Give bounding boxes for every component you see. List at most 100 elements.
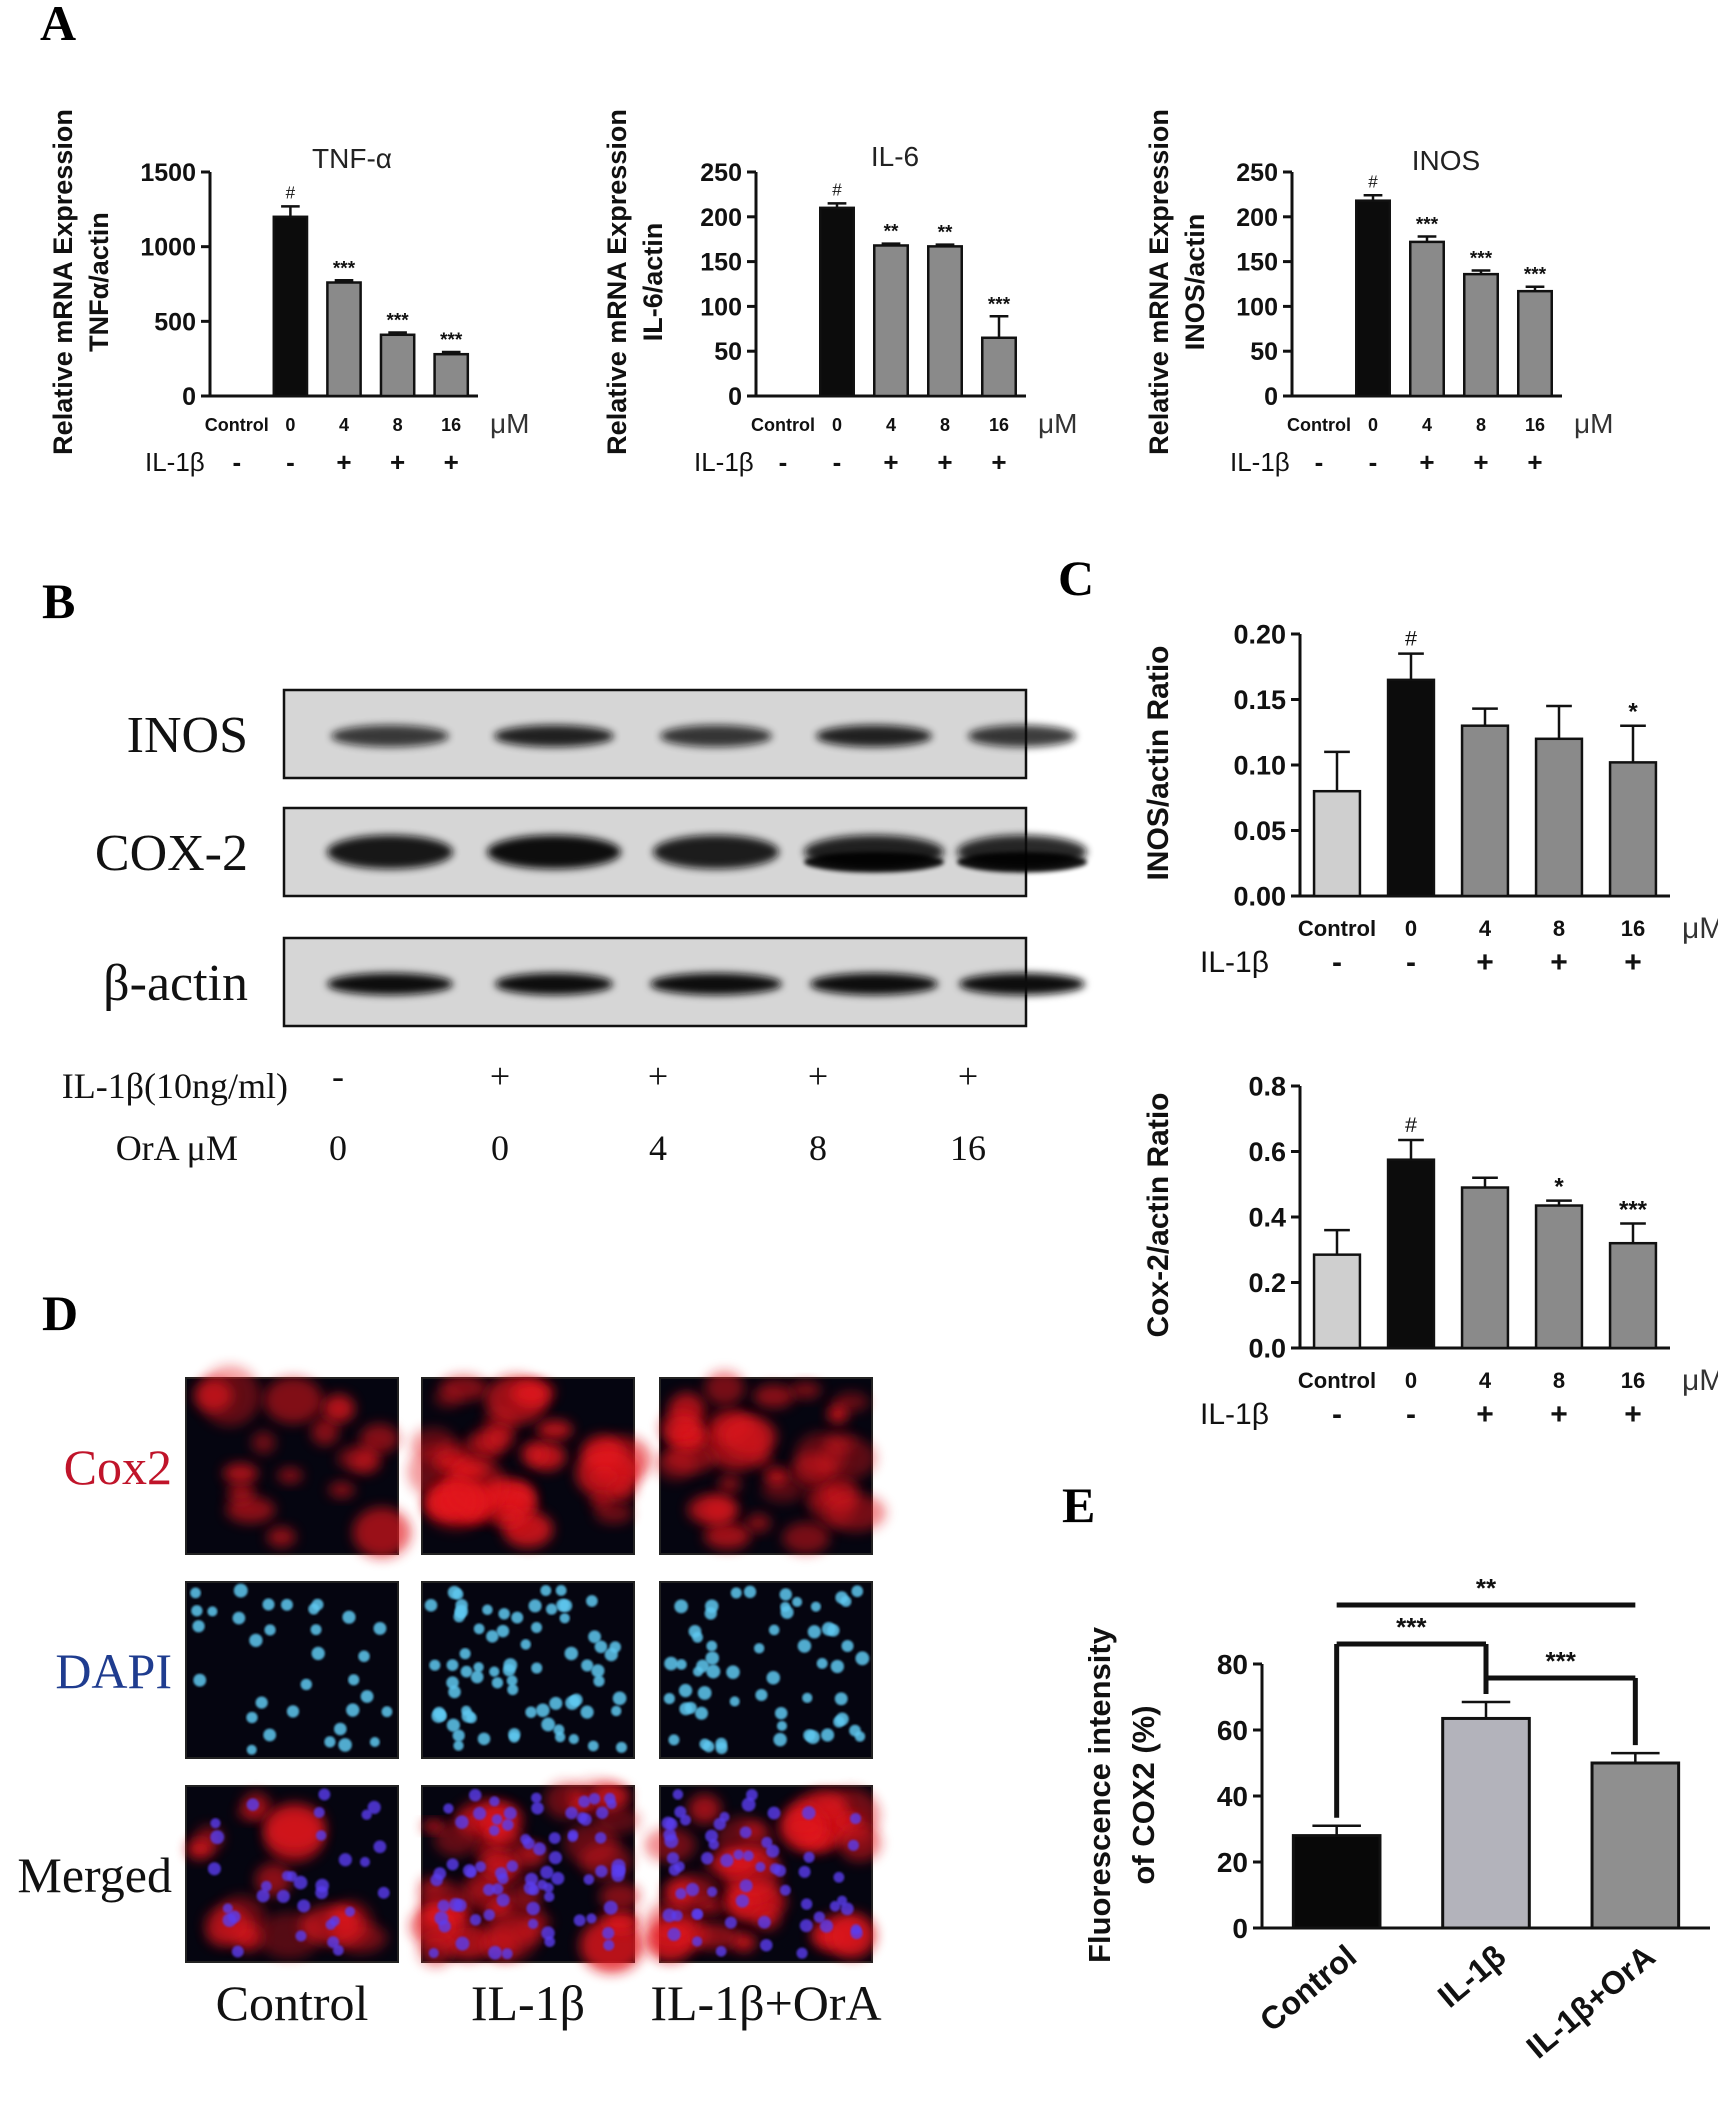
if-nucleus xyxy=(333,1722,347,1736)
blot-band xyxy=(810,973,938,995)
if-cell-signal xyxy=(437,1440,468,1462)
if-row-label: Merged xyxy=(17,1847,172,1903)
if-cell-signal xyxy=(311,1418,339,1446)
if-nucleus xyxy=(773,1732,787,1747)
y-axis-label: TNFα/actin xyxy=(84,212,114,352)
panel-label-b: B xyxy=(42,573,75,629)
bar xyxy=(1517,289,1553,398)
if-nucleus xyxy=(692,1936,703,1947)
if-nucleus xyxy=(446,1718,461,1732)
if-nucleus xyxy=(297,1899,311,1913)
bar xyxy=(1590,1761,1681,1930)
if-nucleus xyxy=(332,1944,344,1956)
if-nucleus xyxy=(855,1651,870,1666)
if-nucleus xyxy=(531,1622,543,1634)
if-nucleus xyxy=(850,1924,862,1935)
if-nucleus xyxy=(685,1882,700,1897)
x-tick-label: Control xyxy=(751,415,815,435)
treatment-sign: - xyxy=(1406,1398,1416,1431)
if-nucleus xyxy=(232,1611,246,1625)
if-nucleus xyxy=(675,1888,687,1900)
if-nucleus xyxy=(769,1863,781,1874)
if-cell-signal xyxy=(704,1522,751,1550)
if-nucleus xyxy=(453,1740,464,1751)
if-cell-signal xyxy=(434,1822,478,1857)
if-nucleus xyxy=(531,1801,544,1815)
bar xyxy=(1460,1186,1510,1350)
y-tick-label: 250 xyxy=(1236,159,1278,187)
if-nucleus xyxy=(348,1674,360,1686)
x-tick-label: 8 xyxy=(393,415,403,435)
if-nucleus xyxy=(462,1864,477,1878)
if-nucleus xyxy=(668,1734,680,1746)
if-nucleus xyxy=(603,1900,618,1915)
bar xyxy=(1608,761,1658,898)
if-nucleus xyxy=(256,1889,270,1903)
significance-mark: *** xyxy=(387,311,410,332)
blot-row-label: INOS xyxy=(127,707,248,764)
bar xyxy=(379,333,416,398)
if-cell-signal xyxy=(536,1420,573,1440)
if-nucleus xyxy=(553,1724,565,1736)
if-nucleus xyxy=(469,1914,482,1926)
if-nucleus xyxy=(755,1861,766,1872)
if-nucleus xyxy=(565,1806,578,1820)
if-nucleus xyxy=(810,1601,821,1612)
bar xyxy=(326,281,362,398)
chart-tnf-alpha: 0 500 1000 1500 Control #0 *** 4 *** 8 *** 16 μM IL-1… xyxy=(48,109,529,477)
if-cell-signal xyxy=(337,1445,377,1471)
if-nucleus xyxy=(520,1639,531,1650)
x-tick-label: 4 xyxy=(339,415,349,435)
x-tick-label: 4 xyxy=(886,415,896,435)
y-tick-label: 60 xyxy=(1217,1715,1248,1746)
chart-title: INOS xyxy=(1412,145,1480,176)
if-nucleus xyxy=(361,1809,372,1820)
bar xyxy=(1355,199,1391,398)
if-nucleus xyxy=(338,1853,352,1867)
if-nucleus xyxy=(537,1879,548,1890)
if-nucleus xyxy=(559,1613,570,1624)
if-nucleus xyxy=(580,1705,594,1719)
treatment-label: IL-1β xyxy=(145,447,205,477)
if-nucleus xyxy=(541,1717,556,1732)
if-nucleus xyxy=(678,1683,693,1698)
if-nucleus xyxy=(767,1806,781,1820)
if-nucleus xyxy=(820,1728,835,1742)
if-cell-signal xyxy=(267,1527,296,1548)
if-nucleus xyxy=(342,1610,356,1624)
if-nucleus xyxy=(715,1742,728,1755)
if-cell-signal xyxy=(251,1431,276,1454)
if-nucleus xyxy=(697,1686,712,1700)
treatment-sign: + xyxy=(444,447,459,477)
if-nucleus xyxy=(460,1665,473,1678)
if-nucleus xyxy=(766,1670,781,1685)
if-nucleus xyxy=(311,1646,325,1661)
if-nucleus xyxy=(276,1889,290,1903)
if-cell-signal xyxy=(512,1382,550,1405)
blot-ora-value: 4 xyxy=(649,1128,667,1168)
if-cell-signal xyxy=(226,1496,276,1524)
if-nucleus xyxy=(324,1736,336,1748)
if-nucleus xyxy=(760,1938,773,1952)
if-cell-signal xyxy=(812,1790,847,1816)
if-nucleus xyxy=(757,1915,771,1929)
x-tick-label: 8 xyxy=(1553,916,1565,941)
if-nucleus xyxy=(246,1744,257,1755)
if-nucleus xyxy=(522,1837,535,1850)
if-nucleus xyxy=(459,1648,471,1660)
if-nucleus xyxy=(452,1729,465,1742)
unit-label: μM xyxy=(1038,408,1077,439)
y-axis-label: Relative mRNA Expression xyxy=(48,109,78,455)
if-nucleus xyxy=(615,1741,628,1753)
chart-il-6: 0 50 100 150 200 250 Control #0 ** 4 ** 8 *** 16 μM IL-… xyxy=(602,109,1077,477)
blot-band xyxy=(653,835,779,869)
chart-title: IL-6 xyxy=(871,141,919,172)
bar xyxy=(1291,1834,1382,1930)
if-cell-signal xyxy=(194,1379,233,1412)
if-cell-signal xyxy=(690,1923,739,1950)
if-nucleus xyxy=(533,1842,546,1856)
blot-band xyxy=(968,725,1076,747)
if-nucleus xyxy=(207,1862,221,1876)
if-nucleus xyxy=(507,1684,519,1696)
y-tick-label: 200 xyxy=(700,204,742,232)
